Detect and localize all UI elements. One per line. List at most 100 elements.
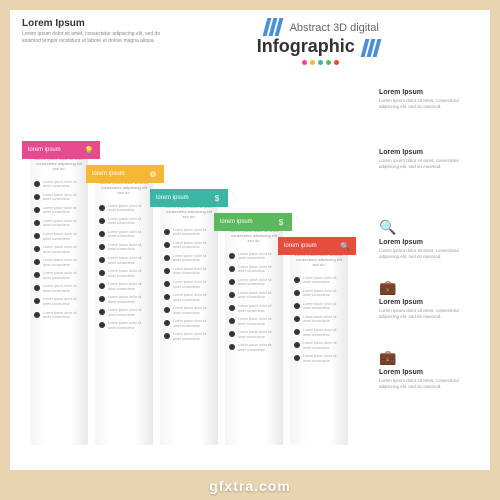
- bullet-item: Lorem ipsum dolor sit amet consectetur: [160, 330, 218, 343]
- bullet-text: Lorem ipsum dolor sit amet consectetur: [173, 293, 214, 302]
- bullet-dot-icon: [164, 229, 170, 235]
- ribbon-icon: ⚙: [148, 169, 158, 179]
- bullet-text: Lorem ipsum dolor sit amet consectetur: [108, 269, 149, 278]
- bullet-item: Lorem ipsum dolor sit amet consectetur: [30, 243, 88, 256]
- bullet-dot-icon: [34, 312, 40, 318]
- bullet-text: Lorem ipsum dolor sit amet consectetur: [238, 265, 279, 274]
- bullet-text: Lorem ipsum dolor sit amet consectetur: [173, 254, 214, 263]
- bullet-text: Lorem ipsum dolor sit amet consectetur: [303, 315, 344, 324]
- bullet-item: Lorem ipsum dolor sit amet consectetur: [95, 267, 153, 280]
- ribbon-icon: $: [212, 193, 222, 203]
- bullet-text: Lorem ipsum dolor sit amet consectetur: [303, 289, 344, 298]
- bullet-item: Lorem ipsum dolor sit amet consectetur: [290, 300, 348, 313]
- bullet-item: Lorem ipsum dolor sit amet consectetur: [225, 328, 283, 341]
- bullet-item: Lorem ipsum dolor sit amet consectetur: [30, 295, 88, 308]
- bullet-text: Lorem ipsum dolor sit amet consectetur: [43, 284, 84, 293]
- bullet-item: Lorem ipsum dolor sit amet consectetur: [160, 278, 218, 291]
- bullet-dot-icon: [164, 281, 170, 287]
- bullet-dot-icon: [229, 318, 235, 324]
- bullet-dot-icon: [34, 272, 40, 278]
- side-title: Lorem Ipsum: [379, 89, 474, 96]
- bullet-text: Lorem ipsum dolor sit amet consectetur: [43, 245, 84, 254]
- bullet-item: Lorem ipsum dolor sit amet consectetur: [225, 341, 283, 354]
- bullet-item: Lorem ipsum dolor sit amet consectetur: [160, 252, 218, 265]
- header-left: Lorem Ipsum Lorem ipsum dolor sit amet, …: [22, 18, 162, 65]
- bullet-dot-icon: [34, 246, 40, 252]
- bullet-text: Lorem ipsum dolor sit amet consectetur: [303, 354, 344, 363]
- ribbon-icon: 🔍: [340, 241, 350, 251]
- bullet-dot-icon: [164, 255, 170, 261]
- stripes-left: [265, 18, 281, 36]
- bullet-item: Lorem ipsum dolor sit amet consectetur: [160, 226, 218, 239]
- bullet-dot-icon: [229, 266, 235, 272]
- ribbon-icon: 💡: [84, 145, 94, 155]
- watermark: gfxtra.com: [0, 478, 500, 494]
- side-icon: 💼: [379, 349, 474, 366]
- bullet-text: Lorem ipsum dolor sit amet consectetur: [238, 278, 279, 287]
- bullet-dot-icon: [294, 329, 300, 335]
- side-icon: 💼: [379, 279, 474, 296]
- bullet-dot-icon: [164, 307, 170, 313]
- bullet-dot-icon: [294, 277, 300, 283]
- ribbon-label: lorem ipsum: [92, 171, 125, 177]
- side-title: Lorem Ipsum: [379, 239, 474, 246]
- bullet-item: Lorem ipsum dolor sit amet consectetur: [95, 215, 153, 228]
- side-text: Lorem ipsum dolor sit amet, consectetur …: [379, 158, 474, 170]
- side-text: Lorem ipsum dolor sit amet, consectetur …: [379, 308, 474, 320]
- bullet-text: Lorem ipsum dolor sit amet consectetur: [238, 252, 279, 261]
- bullet-text: Lorem ipsum dolor sit amet consectetur: [238, 343, 279, 352]
- side-text: Lorem ipsum dolor sit amet, consectetur …: [379, 248, 474, 260]
- bullet-dot-icon: [34, 259, 40, 265]
- title-line1: Abstract 3D digital: [290, 22, 379, 34]
- bullet-text: Lorem ipsum dolor sit amet consectetur: [173, 280, 214, 289]
- bullet-dot-icon: [229, 331, 235, 337]
- bullet-text: Lorem ipsum dolor sit amet consectetur: [238, 330, 279, 339]
- bullet-item: Lorem ipsum dolor sit amet consectetur: [95, 319, 153, 332]
- bullet-text: Lorem ipsum dolor sit amet consectetur: [238, 317, 279, 326]
- side-icon: 🔍: [379, 219, 474, 236]
- bullet-text: Lorem ipsum dolor sit amet consectetur: [108, 282, 149, 291]
- bullet-dot-icon: [229, 253, 235, 259]
- ribbon-icon: $: [276, 217, 286, 227]
- bullet-item: Lorem ipsum dolor sit amet consectetur: [95, 241, 153, 254]
- column-text: Lorem ipsum dolor sit amet consectetur a…: [33, 157, 85, 171]
- bullet-item: Lorem ipsum dolor sit amet consectetur: [290, 287, 348, 300]
- bullet-text: Lorem ipsum dolor sit amet consectetur: [108, 204, 149, 213]
- bullet-text: Lorem ipsum dolor sit amet consectetur: [108, 243, 149, 252]
- column-text: Lorem ipsum dolor sit amet consectetur a…: [228, 229, 280, 243]
- bullet-item: Lorem ipsum dolor sit amet consectetur: [160, 265, 218, 278]
- bullet-dot-icon: [34, 233, 40, 239]
- side-block-2: Lorem IpsumLorem ipsum dolor sit amet, c…: [379, 149, 474, 170]
- bullet-item: Lorem ipsum dolor sit amet consectetur: [30, 269, 88, 282]
- bullet-dot-icon: [34, 220, 40, 226]
- bullet-item: Lorem ipsum dolor sit amet consectetur: [95, 280, 153, 293]
- bullet-text: Lorem ipsum dolor sit amet consectetur: [108, 308, 149, 317]
- column-1: Lorem IpsumLorem ipsum dolor sit amet co…: [30, 145, 88, 445]
- bullet-item: Lorem ipsum dolor sit amet consectetur: [30, 282, 88, 295]
- bullet-text: Lorem ipsum dolor sit amet consectetur: [238, 304, 279, 313]
- bullet-dot-icon: [99, 309, 105, 315]
- bullet-text: Lorem ipsum dolor sit amet consectetur: [43, 193, 84, 202]
- bullet-dot-icon: [34, 207, 40, 213]
- infographic-main: Lorem Ipsum Lorem ipsum dolor sit amet co…: [22, 69, 478, 449]
- bullet-dot-icon: [164, 242, 170, 248]
- bullet-item: Lorem ipsum dolor sit amet consectetur: [30, 309, 88, 322]
- side-block-3: 🔍 Lorem Ipsum Lorem ipsum dolor sit amet, …: [379, 219, 474, 260]
- ribbon-label: lorem ipsum: [220, 219, 253, 225]
- bullet-dot-icon: [34, 285, 40, 291]
- bullet-item: Lorem ipsum dolor sit amet consectetur: [290, 339, 348, 352]
- bullet-text: Lorem ipsum dolor sit amet consectetur: [108, 295, 149, 304]
- bullet-item: Lorem ipsum dolor sit amet consectetur: [225, 302, 283, 315]
- bullet-dot-icon: [229, 344, 235, 350]
- bullet-text: Lorem ipsum dolor sit amet consectetur: [43, 311, 84, 320]
- bullet-text: Lorem ipsum dolor sit amet consectetur: [238, 291, 279, 300]
- bullet-dot-icon: [34, 181, 40, 187]
- bullet-text: Lorem ipsum dolor sit amet consectetur: [43, 180, 84, 189]
- side-text: Lorem ipsum dolor sit amet, consectetur …: [379, 98, 474, 110]
- bullet-text: Lorem ipsum dolor sit amet consectetur: [303, 276, 344, 285]
- bullet-text: Lorem ipsum dolor sit amet consectetur: [173, 267, 214, 276]
- header-left-title: Lorem Ipsum: [22, 18, 162, 29]
- ribbon-label: lorem ipsum: [156, 195, 189, 201]
- side-title: Lorem Ipsum: [379, 299, 474, 306]
- column-text: Lorem ipsum dolor sit amet consectetur a…: [98, 181, 150, 195]
